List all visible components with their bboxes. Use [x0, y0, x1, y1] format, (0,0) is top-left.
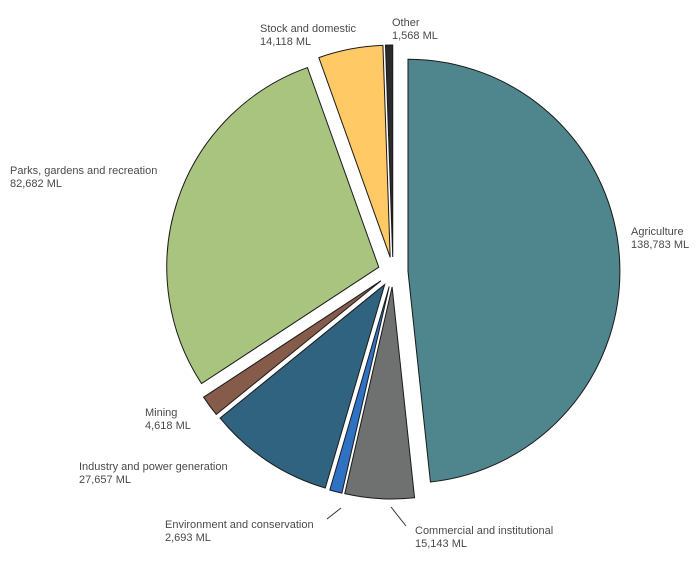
label-industry-value: 27,657 ML: [79, 474, 131, 486]
label-parks-name: Parks, gardens and recreation: [10, 165, 157, 177]
label-agriculture: Agriculture 138,783 ML: [631, 226, 689, 251]
label-industry: Industry and power generation 27,657 ML: [79, 461, 228, 486]
label-parks-value: 82,682 ML: [10, 178, 62, 190]
pie-slice-parks-gardens-and-recreation: [166, 66, 380, 385]
label-commercial-value: 15,143 ML: [415, 538, 467, 550]
label-industry-name: Industry and power generation: [79, 461, 228, 473]
label-agriculture-value: 138,783 ML: [631, 239, 689, 251]
pie-slices: [166, 44, 621, 500]
pie-slice-other: [384, 44, 394, 258]
label-other-name: Other: [392, 17, 420, 29]
label-mining-name: Mining: [145, 407, 177, 419]
label-environment: Environment and conservation 2,693 ML: [165, 519, 314, 544]
pie-slice-stock-and-domestic: [318, 44, 391, 258]
label-mining: Mining 4,618 ML: [145, 407, 191, 432]
label-other: Other 1,568 ML: [392, 17, 438, 42]
leader-line-commercial: [390, 506, 407, 527]
label-parks: Parks, gardens and recreation 82,682 ML: [10, 165, 157, 190]
pie-slice-mining: [202, 280, 382, 416]
pie-slice-industry-and-power-generation: [219, 283, 386, 489]
slice-labels: Agriculture 138,783 ML Commercial and in…: [10, 17, 689, 550]
label-stock: Stock and domestic 14,118 ML: [260, 23, 356, 48]
label-commercial: Commercial and institutional 15,143 ML: [415, 525, 553, 550]
leader-lines: [326, 506, 407, 527]
label-agriculture-name: Agriculture: [631, 226, 684, 238]
leader-line-environment: [326, 507, 342, 520]
label-stock-value: 14,118 ML: [260, 36, 311, 48]
label-environment-value: 2,693 ML: [165, 532, 211, 544]
label-other-value: 1,568 ML: [392, 30, 438, 42]
label-mining-value: 4,618 ML: [145, 420, 191, 432]
pie-slice-environment-and-conservation: [329, 286, 390, 494]
pie-slice-commercial-and-institutional: [344, 286, 416, 500]
pie-slice-agriculture: [407, 58, 621, 483]
label-commercial-name: Commercial and institutional: [415, 525, 553, 537]
label-environment-name: Environment and conservation: [165, 519, 314, 531]
label-stock-name: Stock and domestic: [260, 23, 356, 35]
